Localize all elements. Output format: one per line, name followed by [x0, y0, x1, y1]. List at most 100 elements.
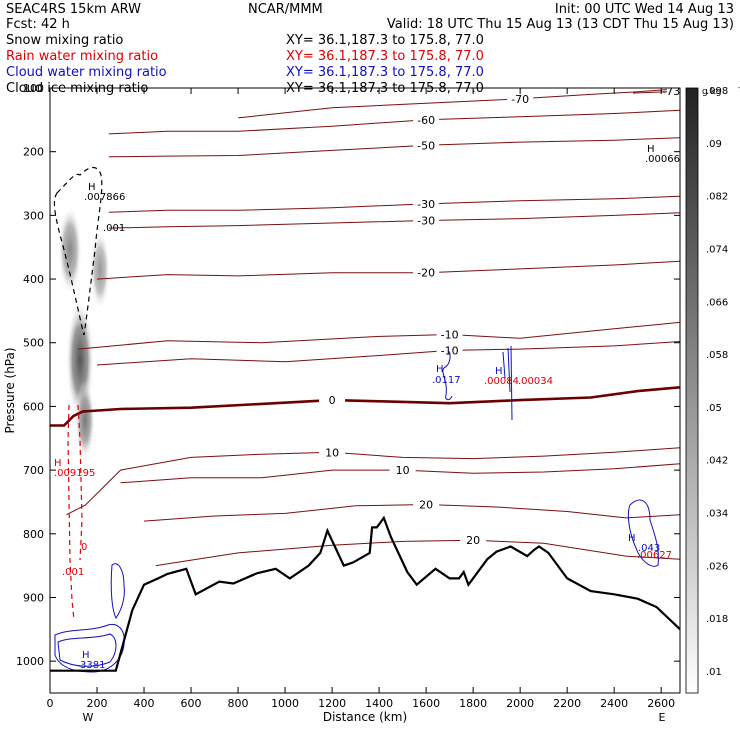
y-tick-label-5: 500: [23, 337, 44, 350]
cloud-water-h-6: H: [82, 650, 90, 661]
terrain-profile: [50, 515, 680, 672]
temperature-label-bg-13: [460, 534, 487, 547]
cloud-water-val-3: .00034: [518, 376, 553, 387]
temperature-label-bg-12: [413, 498, 440, 511]
rain-max-h: H: [54, 458, 62, 469]
temperature-contour-4: [108, 195, 680, 213]
x-tick-label-7: 1400: [365, 697, 393, 710]
temperature-contour-8: [96, 341, 680, 366]
x-end-label-left: W: [83, 711, 94, 724]
temperature-label-10: 10: [325, 446, 339, 459]
cloud-water-val-4: .043: [638, 543, 660, 554]
x-end-label-right: E: [659, 711, 666, 724]
temperature-label-1: -73.35: [662, 85, 697, 98]
field-xy-rain: XY= 36.1,187.3 to 175.8, 77.0: [286, 49, 484, 64]
field-label-rain: Rain water mixing ratio: [6, 49, 158, 64]
x-tick-label-3: 600: [181, 697, 202, 710]
snow-max-value: .007866: [84, 192, 125, 203]
cloud-water-contour-6: [110, 563, 125, 619]
colorbar-label-4: .042: [706, 456, 728, 467]
temperature-contour-7: [78, 321, 680, 350]
x-axis-label: Distance (km): [323, 710, 407, 724]
colorbar-label-0: .01: [706, 667, 722, 678]
colorbar-label-1: .018: [706, 614, 728, 625]
field-xy-cloud-water: XY= 36.1,187.3 to 175.8, 77.0: [286, 65, 484, 80]
y-axis-label: Pressure (hPa): [3, 347, 17, 433]
x-tick-label-12: 2400: [600, 697, 628, 710]
colorbar-label-3: .034: [706, 509, 728, 520]
snow-shade-lower: [75, 380, 95, 460]
temperature-contours: -70 -73.35 -60 -50 -30 -30 -20 -10 -10 0 10 10 20 20: [50, 85, 697, 567]
cloud-water-val-6: 3381: [80, 660, 105, 671]
colorbar: .01 .018 .026 .034 .042 .05 .058 .066 .074 .082 .0…: [685, 84, 740, 694]
colorbar-label-10: .09: [706, 139, 722, 150]
field-label-cloud-water: Cloud water mixing ratio: [6, 65, 167, 80]
x-tick-label-13: 2600: [647, 697, 675, 710]
temperature-contour-10: [66, 447, 680, 516]
temperature-contour-5: [108, 212, 680, 229]
cloud-water-contour-5: [57, 633, 117, 667]
temperature-label-bg-0: [507, 92, 534, 105]
y-tick-label-1: 900: [23, 591, 44, 604]
colorbar-label-7: .066: [706, 297, 728, 308]
colorbar-unit: g kg: [702, 87, 722, 97]
rain-max-value: .009195: [54, 468, 95, 479]
snow-contour-label: .001: [103, 223, 125, 234]
init-time: Init: 00 UTC Wed 14 Aug 13: [555, 2, 734, 17]
cloud-water-h-1: H: [436, 364, 444, 375]
cloud-water-h-4: H: [628, 533, 636, 544]
temperature-contour-3: [108, 137, 680, 158]
temperature-label-bg-4: [413, 197, 440, 210]
temperature-label-3: -50: [417, 139, 435, 152]
colorbar-unit-exponent: -1: [738, 84, 740, 92]
rain-zero-label: 0: [81, 542, 87, 553]
y-tick-label-4: 600: [23, 400, 44, 413]
temperature-label-bg-2: [413, 113, 440, 126]
cloud-water-contour-2: [502, 345, 513, 421]
valid-time: Valid: 18 UTC Thu 15 Aug 13 (13 CDT Thu …: [387, 17, 734, 32]
annotations: H .007866 .001 H .009195 .001 0 H .0117 …: [54, 144, 680, 671]
snow-shade-upper: [58, 205, 82, 295]
plot-frame: [49, 87, 681, 694]
forecast-hour: Fcst: 42 h: [6, 17, 70, 32]
cloud-water-val-5: .00627: [637, 550, 672, 561]
x-tick-label-9: 1800: [459, 697, 487, 710]
cloud-water-val-1: .0117: [432, 375, 461, 386]
y-tick-label-8: 200: [23, 146, 44, 159]
x-tick-label-11: 2200: [553, 697, 581, 710]
temperature-label-12: 20: [419, 498, 433, 511]
temperature-label-13: 20: [466, 534, 480, 547]
temperature-label-bg-1: [667, 88, 680, 98]
x-tick-label-5: 1000: [271, 697, 299, 710]
temperature-label-8: -10: [441, 344, 459, 357]
terrain-line: [50, 515, 680, 672]
temperature-label-11: 10: [396, 464, 410, 477]
temperature-contour-12: [143, 503, 680, 522]
colorbar-label-9: .082: [706, 192, 728, 203]
temperature-label-bg-10: [319, 446, 346, 459]
x-tick-label-6: 1200: [318, 697, 346, 710]
upper-value: .00066: [645, 154, 680, 165]
axes: 0 200 400 600 800 1000 1200 1400 1600 1800 2000 220…: [3, 82, 681, 724]
temperature-label-6: -20: [417, 267, 435, 280]
temperature-label-bg-8: [436, 344, 463, 357]
temperature-label-7: -10: [441, 328, 459, 341]
temperature-contour-6: [96, 260, 680, 280]
rain-contour-left: [67, 404, 75, 621]
colorbar-label-5: .05: [706, 403, 722, 414]
field-label-snow: Snow mixing ratio: [6, 33, 123, 48]
y-tick-label-0: 1000: [16, 655, 44, 668]
temperature-label-bg-6: [413, 266, 440, 279]
colorbar-label-6: .058: [706, 350, 728, 361]
colorbar-label-11: .098: [706, 86, 728, 97]
center-name: NCAR/MMM: [248, 2, 323, 17]
rain-contour-right: [77, 404, 83, 561]
snow-max-h: H: [88, 182, 96, 193]
temperature-label-5: -30: [417, 214, 435, 227]
temperature-contour-9: [50, 386, 680, 427]
colorbar-label-8: .074: [706, 244, 728, 255]
temperature-label-0: -70: [511, 93, 529, 106]
temperature-contour-13: [155, 539, 680, 567]
temperature-label-bg-3: [413, 139, 440, 152]
